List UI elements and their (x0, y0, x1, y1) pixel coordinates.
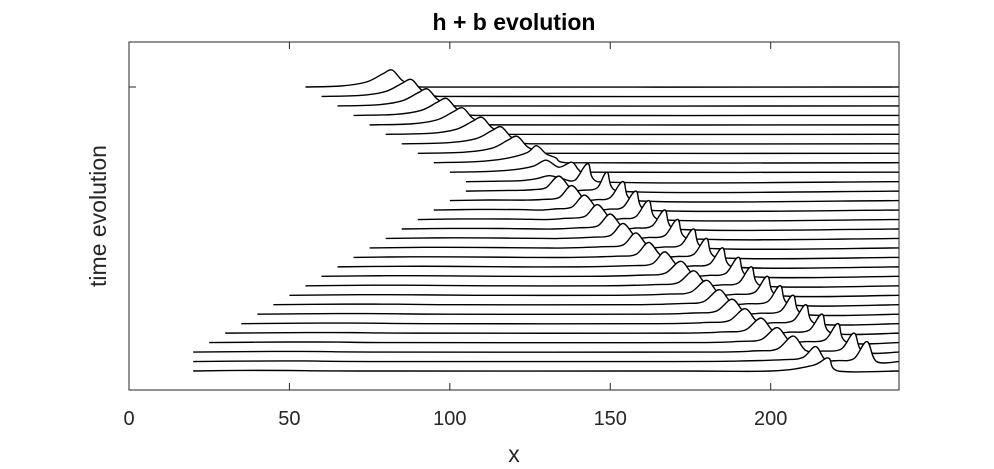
x-axis-label: x (508, 441, 520, 467)
series-line (225, 313, 900, 336)
x-tick-label: 200 (754, 408, 787, 430)
series-line (337, 247, 900, 269)
series-line (417, 199, 900, 222)
x-tick-label: 0 (123, 408, 134, 430)
series-line (209, 322, 900, 345)
series-line (321, 78, 900, 98)
series-line (433, 145, 900, 164)
series-line (417, 135, 900, 155)
series-line (401, 125, 900, 145)
series-line (257, 294, 900, 317)
series-line (193, 332, 900, 355)
series-line (449, 159, 900, 174)
chart-title: h + b evolution (433, 9, 596, 35)
series-line (369, 106, 900, 126)
x-tick-label: 50 (278, 408, 300, 430)
series-line (273, 285, 900, 307)
plot-frame (128, 41, 900, 391)
series-line (401, 209, 900, 232)
series-line (385, 218, 900, 241)
y-axis-label: time evolution (85, 145, 111, 287)
x-axis-ticks: 0 50 100 150 200 (123, 42, 899, 430)
series-line (385, 116, 900, 136)
series-line (369, 228, 900, 251)
series-line (241, 303, 900, 326)
series-line (353, 97, 900, 117)
series-line (305, 69, 900, 88)
series-line (337, 88, 900, 107)
series-line (321, 256, 900, 279)
series-line (433, 190, 900, 213)
series-line (289, 275, 900, 298)
series-line (305, 266, 900, 288)
series-line (353, 237, 900, 260)
series-occlusion (193, 357, 900, 431)
x-tick-label: 150 (594, 408, 627, 430)
series-line (193, 340, 900, 364)
series-curves (193, 69, 900, 431)
x-tick-label: 100 (433, 408, 466, 430)
series-line (193, 357, 900, 373)
